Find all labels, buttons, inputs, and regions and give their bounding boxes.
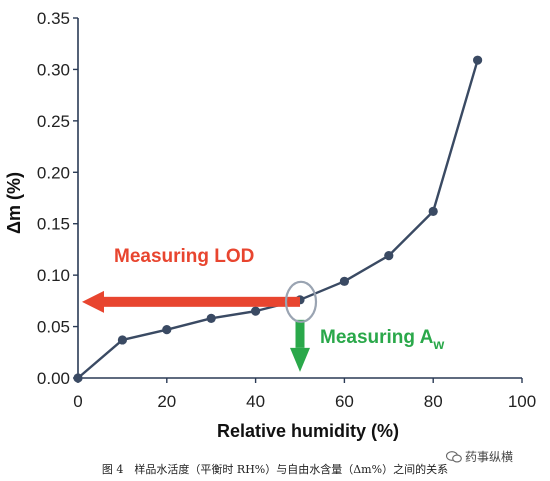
data-point bbox=[117, 335, 127, 345]
aw-label-main: Measuring A bbox=[320, 327, 434, 348]
aw-label-subscript: w bbox=[432, 336, 444, 352]
y-tick-label: 0.25 bbox=[37, 112, 70, 131]
x-tick-labels: 0 20 40 60 80 100 bbox=[73, 392, 536, 411]
annotations: Measuring LOD Measuring Aw bbox=[82, 246, 444, 372]
x-tick-label: 40 bbox=[246, 392, 265, 411]
lod-arrow-shaft bbox=[100, 296, 300, 307]
y-tick-label: 0.00 bbox=[37, 369, 70, 388]
aw-arrow-shaft bbox=[295, 319, 305, 348]
x-tick-label: 60 bbox=[335, 392, 354, 411]
y-tick-labels: 0.00 0.05 0.10 0.15 0.20 0.25 0.30 0.35 bbox=[37, 9, 70, 388]
data-point bbox=[339, 276, 349, 286]
data-point bbox=[473, 55, 483, 65]
x-tick-label: 20 bbox=[157, 392, 176, 411]
highlight-circle bbox=[284, 280, 318, 323]
y-tick-label: 0.10 bbox=[37, 266, 70, 285]
axes bbox=[73, 17, 523, 383]
y-axis-title: Δm (%) bbox=[4, 172, 24, 234]
data-point bbox=[251, 306, 261, 316]
x-tick-label: 80 bbox=[424, 392, 443, 411]
aw-arrow-head bbox=[290, 347, 310, 372]
data-point bbox=[384, 251, 394, 261]
aw-label: Measuring Aw bbox=[320, 327, 444, 352]
wechat-icon bbox=[446, 451, 462, 463]
lod-label: Measuring LOD bbox=[114, 246, 254, 267]
moisture-sorption-chart: 0.00 0.05 0.10 0.15 0.20 0.25 0.30 0.35 0 20 40 60… bbox=[4, 9, 536, 441]
data-point bbox=[73, 373, 83, 383]
y-tick-label: 0.15 bbox=[37, 215, 70, 234]
watermark: 药事纵横 bbox=[446, 448, 513, 465]
data-point bbox=[206, 313, 216, 323]
x-tick-label: 0 bbox=[73, 392, 82, 411]
x-tick-label: 100 bbox=[508, 392, 536, 411]
figure-caption: 图 4 样品水活度（平衡时 RH%）与自由水含量（Δm%）之间的关系 bbox=[101, 463, 449, 476]
y-tick-label: 0.35 bbox=[37, 9, 70, 28]
y-tick-label: 0.20 bbox=[37, 163, 70, 182]
data-point bbox=[428, 206, 438, 216]
data-point bbox=[162, 325, 172, 335]
y-tick-label: 0.05 bbox=[37, 318, 70, 337]
x-axis-title: Relative humidity (%) bbox=[217, 421, 399, 441]
y-tick-label: 0.30 bbox=[37, 60, 70, 79]
lod-arrow-head bbox=[82, 290, 104, 313]
watermark-text: 药事纵横 bbox=[465, 450, 514, 464]
